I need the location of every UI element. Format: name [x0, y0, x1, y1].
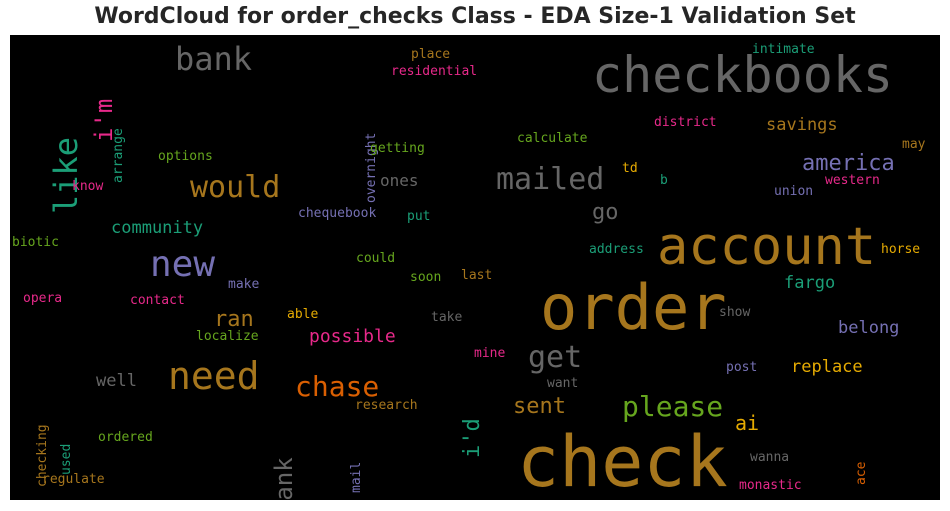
word-please: please	[622, 390, 724, 423]
word-usbank: usbank	[270, 458, 298, 500]
word-opera: opera	[23, 291, 63, 306]
word-show: show	[719, 305, 751, 320]
word-monastic: monastic	[739, 478, 802, 493]
word-want: want	[547, 376, 579, 391]
word-ai: ai	[735, 411, 760, 435]
word-mail: mail	[349, 461, 364, 494]
word-go: go	[592, 200, 619, 225]
word-research: research	[355, 398, 418, 413]
word-post: post	[726, 360, 758, 375]
word-western: western	[825, 173, 880, 188]
word-intimate: intimate	[752, 42, 815, 57]
word-getting: getting	[370, 141, 425, 156]
word-ace: ace	[854, 461, 869, 486]
word-arrange: arrange	[111, 128, 126, 184]
word-take: take	[431, 310, 463, 325]
word-fargo: fargo	[784, 273, 836, 293]
word-chase: chase	[295, 370, 380, 403]
word-place: place	[411, 47, 451, 62]
word-options: options	[158, 149, 213, 164]
word-ran: ran	[214, 307, 254, 332]
word-td: td	[622, 161, 638, 176]
word-bank: bank	[175, 40, 253, 78]
word-district: district	[654, 115, 717, 130]
word-order: order	[540, 271, 727, 344]
word-put: put	[407, 209, 431, 224]
word-contact: contact	[130, 293, 185, 308]
word-calculate: calculate	[517, 131, 588, 146]
word-checkbooks: checkbooks	[592, 46, 894, 104]
word-may: may	[902, 137, 926, 152]
word-i-d: i'd	[460, 418, 485, 458]
word-able: able	[287, 307, 319, 322]
word-wanna: wanna	[750, 450, 790, 465]
word-need: need	[168, 354, 260, 398]
word-would: would	[190, 170, 281, 205]
word-address: address	[589, 242, 644, 257]
word-know: know	[72, 179, 104, 194]
word-used: used	[59, 443, 74, 476]
word-mine: mine	[474, 346, 506, 361]
word-last: last	[461, 268, 493, 283]
word-soon: soon	[410, 270, 442, 285]
word-sent: sent	[513, 394, 566, 419]
word-belong: belong	[838, 318, 900, 338]
word-regulate: regulate	[42, 472, 105, 487]
word-possible: possible	[309, 326, 396, 347]
word-ones: ones	[380, 171, 419, 190]
word-could: could	[356, 251, 396, 266]
word-savings: savings	[766, 115, 838, 135]
word-replace: replace	[791, 357, 863, 377]
word-union: union	[774, 184, 814, 199]
word-residential: residential	[391, 64, 478, 79]
word-b: b	[660, 173, 668, 188]
word-like: like	[47, 137, 85, 215]
word-biotic: biotic	[12, 235, 59, 250]
word-check: check	[517, 421, 728, 500]
word-localize: localize	[196, 329, 259, 344]
word-get: get	[528, 340, 583, 375]
word-horse: horse	[881, 242, 921, 257]
word-account: account	[657, 217, 877, 277]
word-ordered: ordered	[98, 430, 153, 445]
word-chequebook: chequebook	[298, 206, 377, 221]
word-well: well	[96, 371, 137, 391]
chart-title: WordCloud for order_checks Class - EDA S…	[94, 4, 856, 29]
word-make: make	[228, 277, 260, 292]
word-mailed: mailed	[496, 162, 605, 197]
word-america: america	[802, 151, 895, 176]
wordcloud-canvas: check order account checkbooks need new bank li…	[10, 35, 940, 500]
word-community: community	[111, 218, 204, 238]
word-new: new	[150, 244, 216, 285]
